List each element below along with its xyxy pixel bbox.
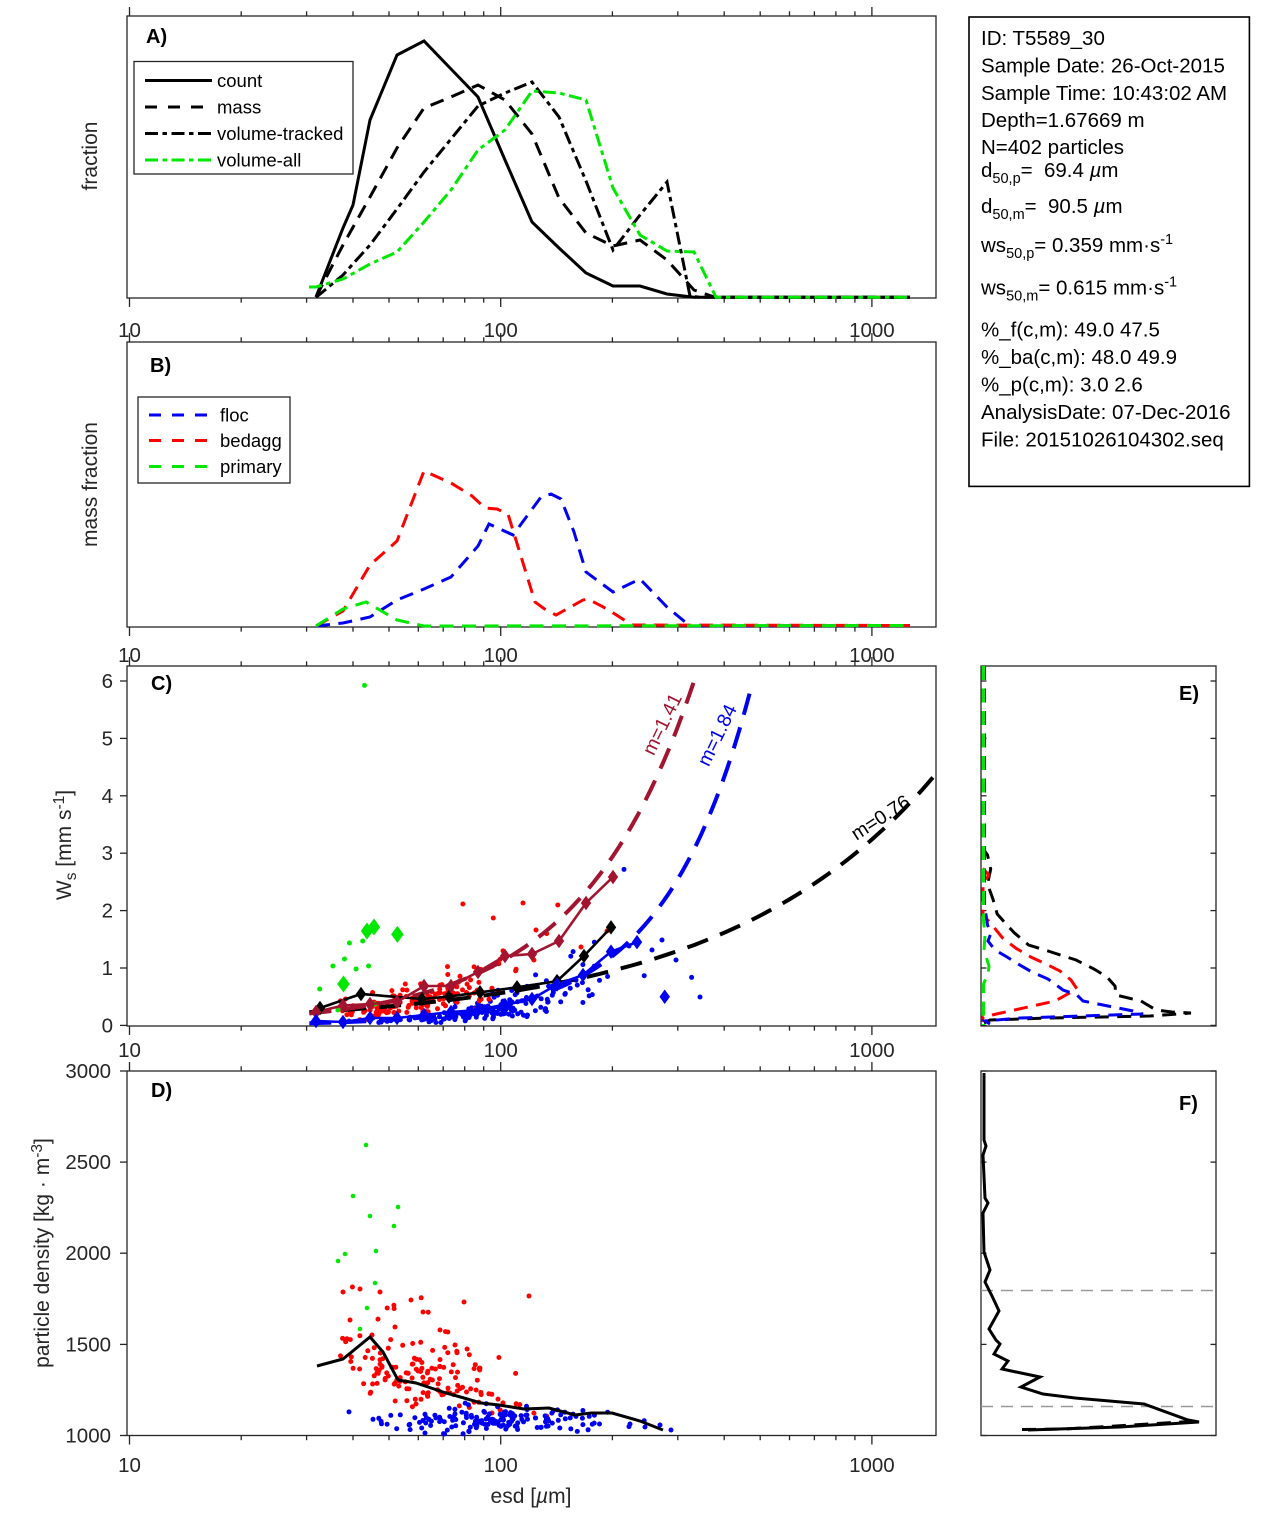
svg-text:10: 10 bbox=[118, 1039, 141, 1062]
svg-text:volume-all: volume-all bbox=[217, 150, 301, 171]
svg-text:6: 6 bbox=[102, 670, 113, 693]
svg-text:fraction: fraction bbox=[79, 122, 102, 191]
svg-text:3: 3 bbox=[102, 842, 113, 865]
svg-text:0: 0 bbox=[102, 1014, 113, 1037]
svg-text:2000: 2000 bbox=[65, 1242, 111, 1265]
svg-text:A): A) bbox=[146, 26, 167, 48]
svg-text:1000: 1000 bbox=[849, 1454, 895, 1477]
svg-text:2500: 2500 bbox=[65, 1151, 111, 1174]
svg-text:1000: 1000 bbox=[849, 319, 895, 342]
svg-text:N=402 particles: N=402 particles bbox=[981, 136, 1124, 159]
svg-text:100: 100 bbox=[484, 1454, 518, 1477]
svg-text:1: 1 bbox=[102, 957, 113, 980]
svg-text:Sample Time: 10:43:02 AM: Sample Time: 10:43:02 AM bbox=[981, 82, 1227, 105]
svg-text:100: 100 bbox=[484, 644, 518, 667]
svg-text:C): C) bbox=[151, 673, 172, 695]
svg-text:%_p(c,m): 3.0 2.6: %_p(c,m): 3.0 2.6 bbox=[981, 374, 1143, 397]
svg-text:bedagg: bedagg bbox=[220, 430, 282, 451]
svg-text:mass: mass bbox=[217, 97, 261, 118]
svg-text:File: 20151026104302.seq: File: 20151026104302.seq bbox=[981, 429, 1224, 452]
svg-text:1000: 1000 bbox=[849, 1039, 895, 1062]
svg-text:%_ba(c,m): 48.0 49.9: %_ba(c,m): 48.0 49.9 bbox=[981, 346, 1177, 369]
svg-text:Depth=1.67669 m: Depth=1.67669 m bbox=[981, 109, 1145, 132]
svg-text:1000: 1000 bbox=[849, 644, 895, 667]
svg-text:2: 2 bbox=[102, 900, 113, 923]
svg-text:100: 100 bbox=[484, 1039, 518, 1062]
svg-text:5: 5 bbox=[102, 727, 113, 750]
svg-text:esd [µm]: esd [µm] bbox=[491, 1485, 572, 1508]
svg-text:Sample Date: 26-Oct-2015: Sample Date: 26-Oct-2015 bbox=[981, 55, 1225, 78]
svg-text:10: 10 bbox=[118, 644, 141, 667]
svg-text:10: 10 bbox=[118, 319, 141, 342]
svg-text:10: 10 bbox=[118, 1454, 141, 1477]
svg-text:mass fraction: mass fraction bbox=[79, 422, 102, 547]
svg-text:floc: floc bbox=[220, 405, 249, 426]
svg-text:3000: 3000 bbox=[65, 1060, 111, 1083]
svg-text:volume-tracked: volume-tracked bbox=[217, 123, 343, 144]
svg-text:AnalysisDate: 07-Dec-2016: AnalysisDate: 07-Dec-2016 bbox=[981, 401, 1231, 424]
svg-text:100: 100 bbox=[484, 319, 518, 342]
svg-text:1000: 1000 bbox=[65, 1425, 111, 1448]
svg-text:D): D) bbox=[151, 1080, 172, 1102]
svg-text:B): B) bbox=[150, 355, 171, 377]
svg-text:E): E) bbox=[1179, 683, 1199, 705]
svg-text:4: 4 bbox=[102, 785, 113, 808]
svg-text:ID: T5589_30: ID: T5589_30 bbox=[981, 27, 1105, 50]
svg-text:%_f(c,m): 49.0 47.5: %_f(c,m): 49.0 47.5 bbox=[981, 319, 1160, 342]
svg-text:primary: primary bbox=[220, 456, 282, 477]
svg-text:particle density [kg · m-3]: particle density [kg · m-3] bbox=[29, 1138, 54, 1368]
svg-text:F): F) bbox=[1179, 1093, 1198, 1115]
svg-text:1500: 1500 bbox=[65, 1333, 111, 1356]
svg-text:count: count bbox=[217, 70, 262, 91]
